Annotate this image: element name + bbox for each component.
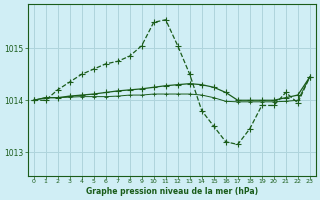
- X-axis label: Graphe pression niveau de la mer (hPa): Graphe pression niveau de la mer (hPa): [86, 187, 258, 196]
